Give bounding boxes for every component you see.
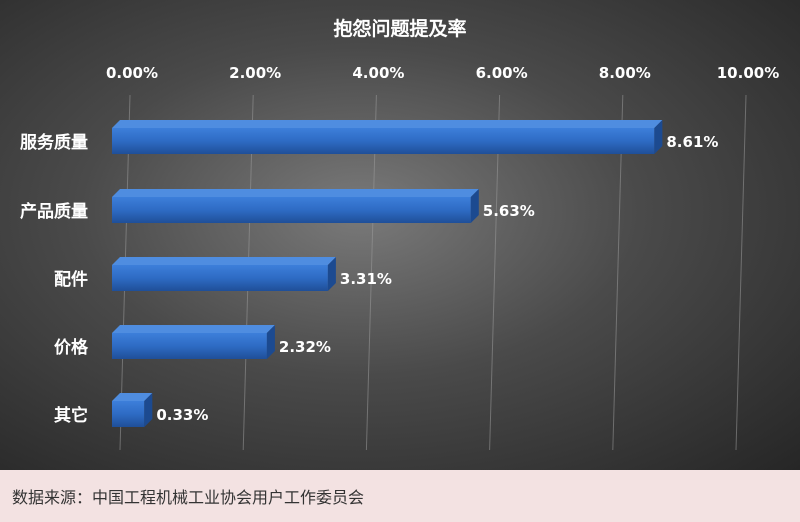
bar-end-face xyxy=(144,393,153,427)
category-label: 配件 xyxy=(54,269,88,290)
category-label: 服务质量 xyxy=(20,132,88,153)
category-label: 其它 xyxy=(54,405,88,426)
gridline xyxy=(365,94,377,451)
data-label: 5.63% xyxy=(483,202,535,220)
x-tick-label: 2.00% xyxy=(229,64,281,82)
data-label: 8.61% xyxy=(666,133,718,151)
x-tick-label: 10.00% xyxy=(717,64,779,82)
data-label: 3.31% xyxy=(340,270,392,288)
gridline xyxy=(612,94,624,451)
bar-top-face xyxy=(112,257,336,265)
source-text: 数据来源：中国工程机械工业协会用户工作委员会 xyxy=(12,488,365,507)
gridline xyxy=(489,94,501,451)
data-label: 2.32% xyxy=(279,338,331,356)
chart-title: 抱怨问题提及率 xyxy=(333,18,467,40)
category-label: 产品质量 xyxy=(20,201,88,222)
x-tick-label: 8.00% xyxy=(599,64,651,82)
category-label: 价格 xyxy=(54,337,89,358)
bar xyxy=(112,128,655,154)
bar-end-face xyxy=(654,120,663,154)
bar-top-face xyxy=(112,189,479,197)
bar xyxy=(112,401,145,427)
bar-top-face xyxy=(112,325,275,333)
bar xyxy=(112,265,328,291)
bar xyxy=(112,197,471,223)
bar-chart: 0.00% 2.00% 4.00% 6.00% 8.00% 10.00% 8.61% 服务质量… xyxy=(20,64,779,451)
gridline xyxy=(735,94,747,451)
bar xyxy=(112,333,267,359)
data-label: 0.33% xyxy=(156,406,208,424)
chart-area: 0.00% 2.00% 4.00% 6.00% 8.00% 10.00% 8.61% 服务质量… xyxy=(0,0,800,470)
bar-top-face xyxy=(112,120,663,128)
x-tick-label: 6.00% xyxy=(476,64,528,82)
bar-end-face xyxy=(470,189,479,223)
x-tick-label: 4.00% xyxy=(352,64,404,82)
bar-top-face xyxy=(112,393,153,401)
bar-end-face xyxy=(266,325,275,359)
bar-end-face xyxy=(327,257,336,291)
source-footer: 数据来源：中国工程机械工业协会用户工作委员会 xyxy=(0,470,800,522)
x-tick-label: 0.00% xyxy=(106,64,158,82)
